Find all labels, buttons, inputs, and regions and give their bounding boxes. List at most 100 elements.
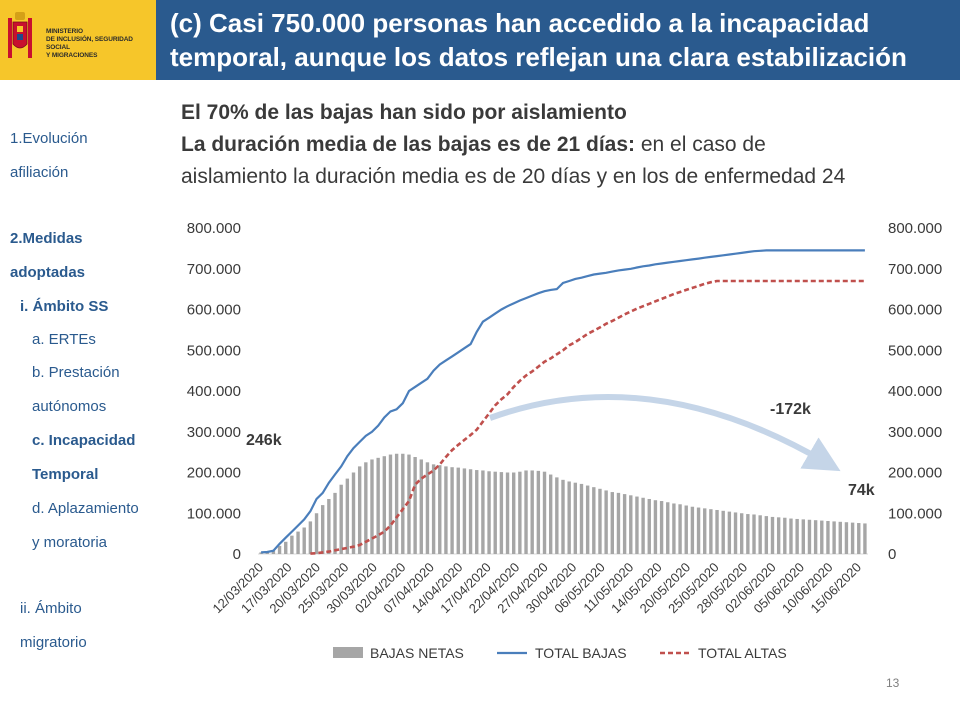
bar-bajas-netas — [746, 514, 750, 554]
y-tick-left: 600.000 — [187, 302, 241, 319]
bar-bajas-netas — [499, 472, 504, 554]
bar-bajas-netas — [678, 504, 682, 554]
sidebar-item-evolucion-afiliacion[interactable]: 1.Evolución afiliación — [10, 130, 88, 181]
bar-bajas-netas — [505, 472, 510, 554]
line-total-bajas — [261, 249, 865, 554]
bar-bajas-netas — [530, 470, 534, 554]
bar-bajas-netas — [413, 457, 417, 554]
bar-bajas-netas — [339, 484, 343, 554]
bar-bajas-netas — [487, 471, 491, 554]
bar-bajas-netas — [308, 521, 313, 554]
bar-bajas-netas — [333, 492, 337, 554]
bar-bajas-netas — [592, 487, 596, 554]
bar-bajas-netas — [659, 501, 664, 554]
y-tick-right: 400.000 — [888, 383, 942, 400]
bar-bajas-netas — [598, 488, 602, 554]
bar-bajas-netas — [844, 522, 849, 554]
bar-bajas-netas — [302, 527, 306, 554]
bar-bajas-netas — [493, 471, 497, 554]
annotation-label: 74k — [848, 482, 875, 499]
bar-bajas-netas — [820, 520, 824, 554]
y-tick-right: 0 — [888, 546, 896, 563]
bar-bajas-netas — [616, 492, 621, 554]
sidebar-item-incapacidad-temporal[interactable]: c. Incapacidad Temporal — [32, 432, 136, 483]
bar-bajas-netas — [382, 456, 387, 554]
coat-of-arms-icon — [8, 12, 32, 58]
bar-bajas-netas — [622, 494, 627, 554]
line-total-altas — [310, 279, 865, 555]
bar-bajas-netas — [345, 478, 350, 554]
bar-bajas-netas — [481, 470, 485, 554]
sidebar-item-prestacion-autonomos[interactable]: b. Prestación autónomos — [32, 364, 120, 415]
bar-bajas-netas — [512, 472, 516, 554]
bar-bajas-netas — [277, 545, 282, 554]
sidebar-item-ambito-ss[interactable]: i. Ámbito SS — [20, 298, 109, 315]
bar-bajas-netas — [296, 531, 300, 554]
bar-bajas-netas — [314, 513, 319, 554]
header-bar: MINISTERIO DE INCLUSIÓN, SEGURIDAD SOCIA… — [0, 0, 960, 80]
sidebar-item-medidas-adoptadas[interactable]: 2.Medidas adoptadas — [10, 230, 86, 281]
bar-bajas-netas — [813, 520, 818, 554]
bar-bajas-netas — [364, 462, 368, 554]
bar-bajas-netas — [666, 502, 670, 554]
bar-bajas-netas — [850, 522, 855, 554]
bar-bajas-netas — [555, 477, 559, 554]
bar-bajas-netas — [290, 535, 294, 554]
legend-label-total-bajas: TOTAL BAJAS — [535, 645, 627, 661]
bar-bajas-netas — [635, 496, 639, 554]
bar-bajas-netas — [425, 462, 430, 554]
bar-bajas-netas — [357, 466, 362, 554]
bar-bajas-netas — [370, 459, 374, 554]
y-tick-right: 100.000 — [888, 505, 942, 522]
y-tick-left: 500.000 — [187, 342, 241, 359]
y-tick-left: 700.000 — [187, 261, 241, 278]
bar-bajas-netas — [727, 511, 732, 554]
legend-label-total-altas: TOTAL ALTAS — [698, 645, 787, 661]
bar-bajas-netas — [407, 454, 411, 554]
bar-bajas-netas — [450, 467, 454, 554]
bar-bajas-netas — [438, 465, 442, 554]
bar-bajas-netas — [567, 481, 571, 554]
trend-arrow — [488, 394, 841, 472]
y-tick-left: 800.000 — [187, 220, 241, 237]
y-tick-left: 200.000 — [187, 465, 241, 482]
y-tick-left: 400.000 — [187, 383, 241, 400]
bar-bajas-netas — [807, 519, 812, 554]
bar-bajas-netas — [721, 510, 725, 554]
sidebar-item-ambito-migratorio[interactable]: ii. Ámbito migratorio — [20, 600, 87, 651]
bar-bajas-netas — [610, 492, 614, 554]
bar-bajas-netas — [536, 470, 541, 554]
y-tick-right: 300.000 — [888, 424, 942, 441]
bar-bajas-netas — [653, 500, 658, 554]
y-tick-right: 700.000 — [888, 261, 942, 278]
subtitle-line-1: El 70% de las bajas han sido por aislami… — [181, 101, 627, 124]
bar-bajas-netas — [770, 516, 775, 554]
sidebar-item-ertes[interactable]: a. ERTEs — [32, 331, 96, 348]
bar-bajas-netas — [696, 507, 701, 554]
annotation-label: 246k — [246, 432, 282, 449]
bar-bajas-netas — [468, 469, 473, 554]
bar-bajas-netas — [733, 512, 738, 554]
ibaja-chart: 0 0 100.000 100.000 200.000 200.000 300.000 300… — [187, 220, 942, 661]
y-tick-left: 300.000 — [187, 424, 241, 441]
bar-bajas-netas — [801, 519, 805, 554]
bar-bajas-netas — [752, 514, 756, 554]
bar-bajas-netas — [863, 523, 867, 554]
y-tick-left: 100.000 — [187, 505, 241, 522]
bar-bajas-netas — [401, 453, 405, 554]
bar-bajas-netas — [690, 506, 695, 554]
bar-bajas-netas — [795, 518, 799, 554]
annotation-label: -172k — [770, 401, 811, 418]
subtitle-line-3: aislamiento la duración media es de 20 d… — [181, 165, 846, 188]
sidebar-item-aplazamiento-moratoria[interactable]: d. Aplazamiento y moratoria — [32, 500, 139, 551]
bar-bajas-netas — [419, 459, 423, 554]
bar-bajas-netas — [444, 466, 448, 554]
bar-bajas-netas — [857, 523, 861, 554]
bar-bajas-netas — [259, 552, 263, 554]
bar-bajas-netas — [703, 508, 707, 554]
bar-bajas-netas — [284, 541, 288, 554]
bar-bajas-netas — [764, 516, 769, 554]
chart-subtitle: El 70% de las bajas han sido por aislami… — [181, 97, 845, 193]
ministry-logo: MINISTERIO DE INCLUSIÓN, SEGURIDAD SOCIA… — [0, 0, 156, 80]
bar-bajas-netas — [715, 509, 719, 554]
